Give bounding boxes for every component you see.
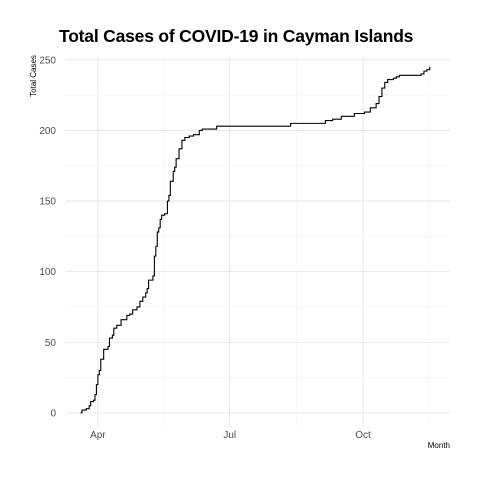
y-axis-title: Total Cases bbox=[29, 55, 38, 97]
series-layer bbox=[80, 66, 431, 414]
y-tick-label: 250 bbox=[39, 55, 56, 66]
x-tick-labels: Apr Jul Oct bbox=[90, 430, 371, 441]
x-tick-label: Jul bbox=[223, 430, 236, 441]
chart-title: Total Cases of COVID-19 in Cayman Island… bbox=[59, 26, 414, 46]
y-tick-label: 50 bbox=[45, 338, 57, 349]
y-tick-label: 0 bbox=[50, 408, 56, 419]
y-tick-label: 150 bbox=[39, 197, 56, 208]
x-axis-title: Month bbox=[428, 441, 450, 450]
series-line bbox=[80, 66, 431, 414]
x-tick-label: Apr bbox=[90, 430, 106, 441]
y-tick-label: 200 bbox=[39, 126, 56, 137]
major-gridlines bbox=[66, 57, 450, 427]
y-tick-labels: 0 50 100 150 200 250 bbox=[39, 55, 56, 419]
minor-gridlines bbox=[66, 57, 450, 427]
y-tick-label: 100 bbox=[39, 267, 56, 278]
x-tick-label: Oct bbox=[355, 430, 371, 441]
